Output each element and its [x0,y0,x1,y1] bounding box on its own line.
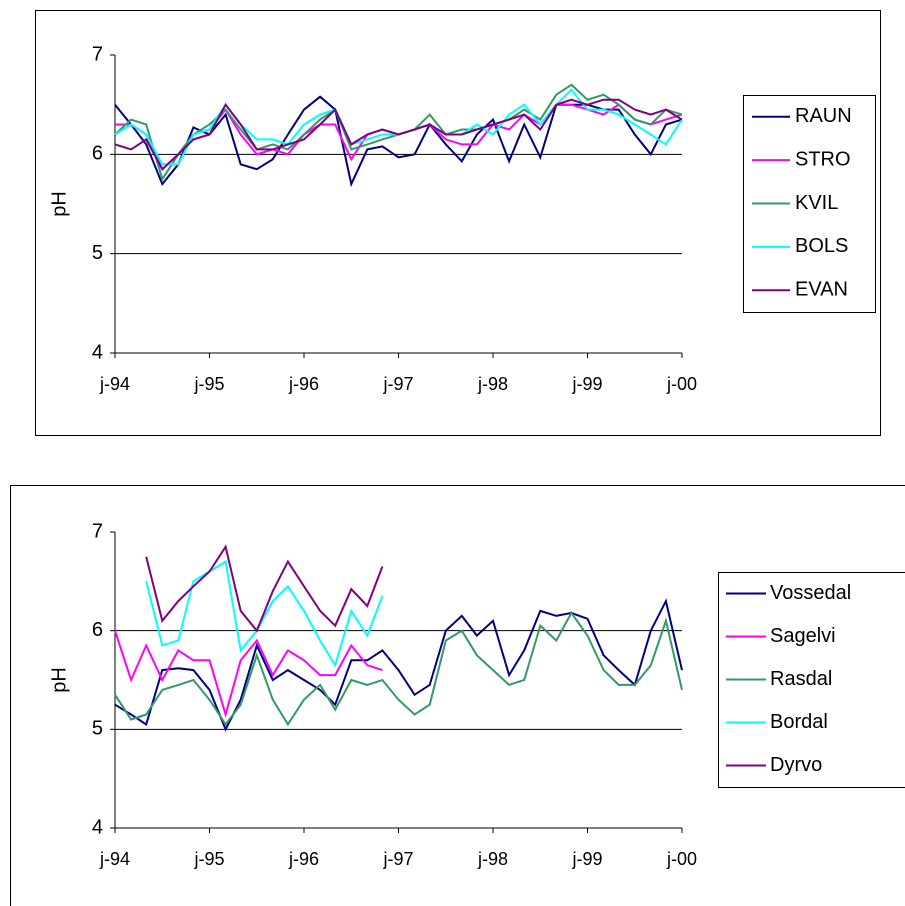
legend-label: STRO [795,148,851,170]
legend-label: EVAN [795,279,848,301]
series-line [145,544,384,633]
y-tick-label: 4 [92,341,103,363]
y-tick-label: 5 [92,242,103,264]
series-line [114,598,683,732]
legend-label: RAUN [795,105,852,127]
x-tick-label: j-97 [382,374,413,394]
x-tick-label: j-95 [193,849,224,869]
legend-label: BOLS [795,235,848,257]
x-tick-label: j-96 [288,849,319,869]
y-tick-label: 4 [92,816,103,838]
series-line [114,98,683,171]
chart-frame [35,10,881,436]
x-tick-label: j-94 [99,374,130,394]
legend-label: Rasdal [770,668,832,690]
legend-label: Vossedal [770,582,851,604]
x-tick-label: j-95 [193,374,224,394]
legend-label: Dyrvo [770,754,822,776]
chart-frame [10,485,905,906]
x-tick-label: j-98 [477,849,508,869]
series-line [114,630,383,719]
series-line [114,611,683,727]
legend-label: Sagelvi [770,625,836,647]
y-axis-title: pH [48,191,70,217]
x-tick-label: j-94 [99,849,130,869]
x-tick-label: j-00 [666,849,697,869]
legend-label: Bordal [770,711,828,733]
y-tick-label: 5 [92,718,103,740]
y-tick-label: 6 [92,143,103,165]
x-tick-label: j-96 [288,374,319,394]
x-tick-label: j-99 [571,849,602,869]
y-axis-title: pH [48,667,70,693]
series-line [145,559,384,668]
x-tick-label: j-98 [477,374,508,394]
x-tick-label: j-97 [382,849,413,869]
legend-label: KVIL [795,192,838,214]
y-tick-label: 7 [92,43,103,65]
y-tick-label: 6 [92,619,103,641]
x-tick-label: j-00 [666,374,697,394]
y-tick-label: 7 [92,520,103,542]
x-tick-label: j-99 [571,374,602,394]
